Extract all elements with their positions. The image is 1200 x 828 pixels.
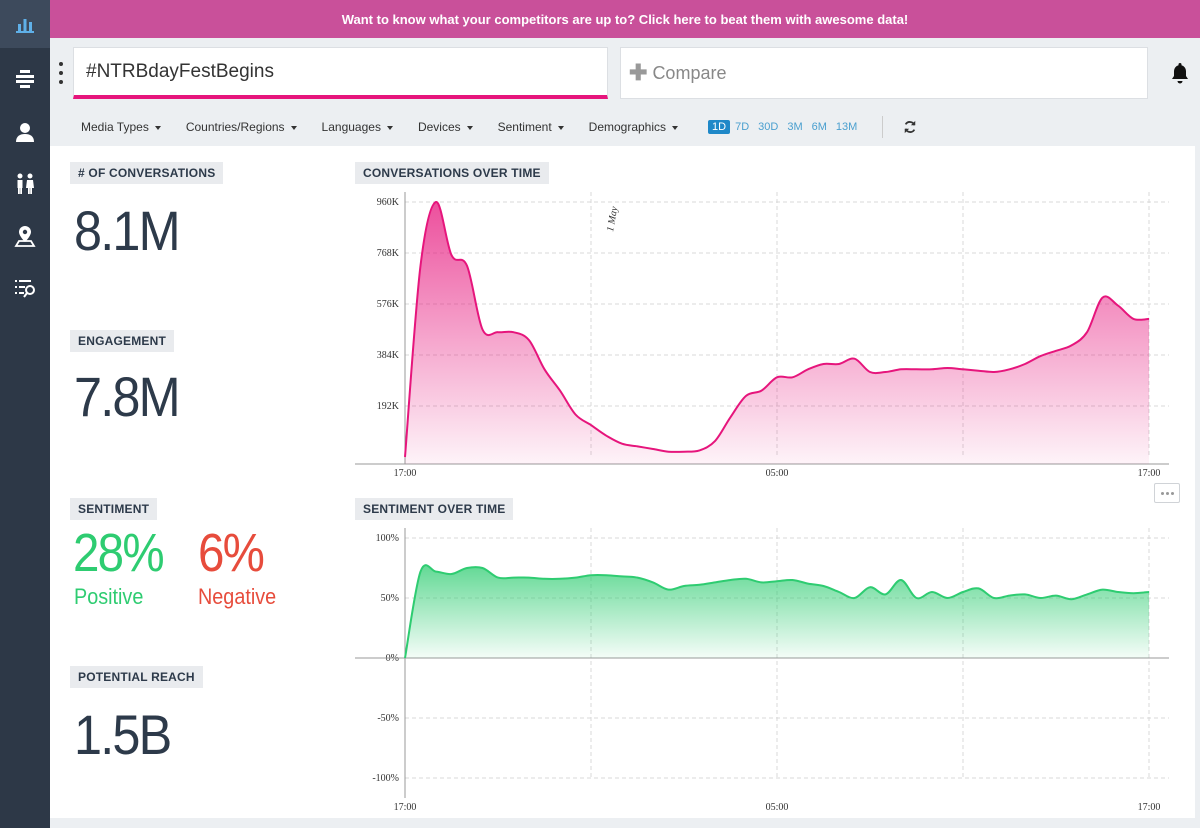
sidebar-item-influencers[interactable] [0,108,50,156]
search-list-icon [15,280,35,298]
bar-chart-icon [16,19,34,33]
sidebar-item-analytics[interactable] [0,0,50,48]
people-icon [17,173,34,194]
sidebar-item-search-analysis[interactable] [0,264,50,312]
caret-down-icon [290,125,297,130]
x-tick-label: 17:00 [394,468,417,479]
dashboard-panel: # OF CONVERSATIONS 8.1M ENGAGEMENT 7.8M … [50,146,1195,818]
y-tick-label: 960K [377,197,400,208]
caret-down-icon [672,125,679,130]
x-tick-label: 17:00 [1138,468,1161,479]
sidebar-item-locations[interactable] [0,212,50,260]
engagement-value: 7.8M [74,365,181,428]
negative-percent: 6% [198,523,265,583]
sentiment-chart-title: SENTIMENT OVER TIME [355,498,514,520]
hamburger-menu-icon [16,70,34,88]
range-6m[interactable]: 6M [811,121,827,133]
range-30d[interactable]: 30D [758,121,779,133]
series-line [404,564,1150,659]
x-tick-label: 17:00 [394,802,417,813]
filter-countries-regions[interactable]: Countries/Regions [186,120,297,134]
reach-value: 1.5B [74,703,172,766]
x-tick-label: 17:00 [1138,802,1161,813]
caret-down-icon [466,125,473,130]
series-area [405,201,1149,464]
user-icon [16,123,34,142]
date-annotation: 1 May [605,205,620,232]
sidebar [0,0,50,828]
compare-input[interactable]: ✚ Compare [620,47,1148,99]
sidebar-item-demographics[interactable] [0,160,50,208]
compare-placeholder: Compare [652,62,727,83]
sentiment-label: SENTIMENT [70,498,158,520]
search-query: #NTRBdayFestBegins [86,60,274,82]
y-tick-label: 50% [381,593,399,604]
negative-label: Negative [198,584,277,609]
x-tick-label: 05:00 [766,468,789,479]
filter-devices[interactable]: Devices [418,120,473,134]
time-range-selector: 1D 7D 30D 3M 6M 13M [708,120,862,134]
range-1d[interactable]: 1D [708,120,731,134]
range-7d[interactable]: 7D [735,121,750,133]
conversations-chart: 192K 384K 576K 768K 960K 17:00 05:00 17:00 1 May [355,192,1169,479]
location-pin-icon [14,226,36,247]
conversations-value: 8.1M [74,199,181,262]
plus-icon: ✚ [629,60,648,85]
positive-percent: 28% [73,523,165,583]
range-3m[interactable]: 3M [787,121,803,133]
y-tick-label: 192K [377,401,400,412]
sidebar-item-feed[interactable] [0,55,50,103]
x-tick-label: 05:00 [766,802,789,813]
sentiment-chart: 100%50%0%-50%-100%17:00 05:00 17:00 [355,528,1169,813]
bell-icon[interactable] [1170,62,1190,84]
y-tick-label: -100% [372,773,399,784]
caret-down-icon [386,125,393,130]
filter-sentiment[interactable]: Sentiment [498,120,564,134]
refresh-icon[interactable] [903,120,917,134]
caret-down-icon [154,125,161,130]
filter-bar: Media Types Countries/Regions Languages … [50,108,1200,146]
y-tick-label: 384K [377,350,400,361]
filter-media-types[interactable]: Media Types [81,120,161,134]
y-tick-label: 768K [377,248,400,259]
y-tick-label: 576K [377,299,400,310]
positive-label: Positive [74,584,144,609]
caret-down-icon [557,125,564,130]
filter-languages[interactable]: Languages [322,120,393,134]
conversations-label: # OF CONVERSATIONS [70,162,224,184]
promo-banner[interactable]: Want to know what your competitors are u… [50,0,1200,38]
more-options-icon[interactable] [1154,483,1180,503]
y-tick-label: -50% [377,713,399,724]
y-tick-label: 100% [376,533,399,544]
divider [882,116,884,138]
filter-demographics[interactable]: Demographics [589,120,679,134]
conversations-chart-title: CONVERSATIONS OVER TIME [355,162,549,184]
series-line [404,200,1150,458]
kebab-menu-icon[interactable] [58,62,64,84]
reach-label: POTENTIAL REACH [70,666,203,688]
search-input[interactable]: #NTRBdayFestBegins [73,47,608,99]
engagement-label: ENGAGEMENT [70,330,175,352]
search-header: #NTRBdayFestBegins ✚ Compare [50,38,1200,108]
range-13m[interactable]: 13M [835,121,858,133]
series-area [405,565,1149,658]
bottom-strip [50,818,1200,828]
